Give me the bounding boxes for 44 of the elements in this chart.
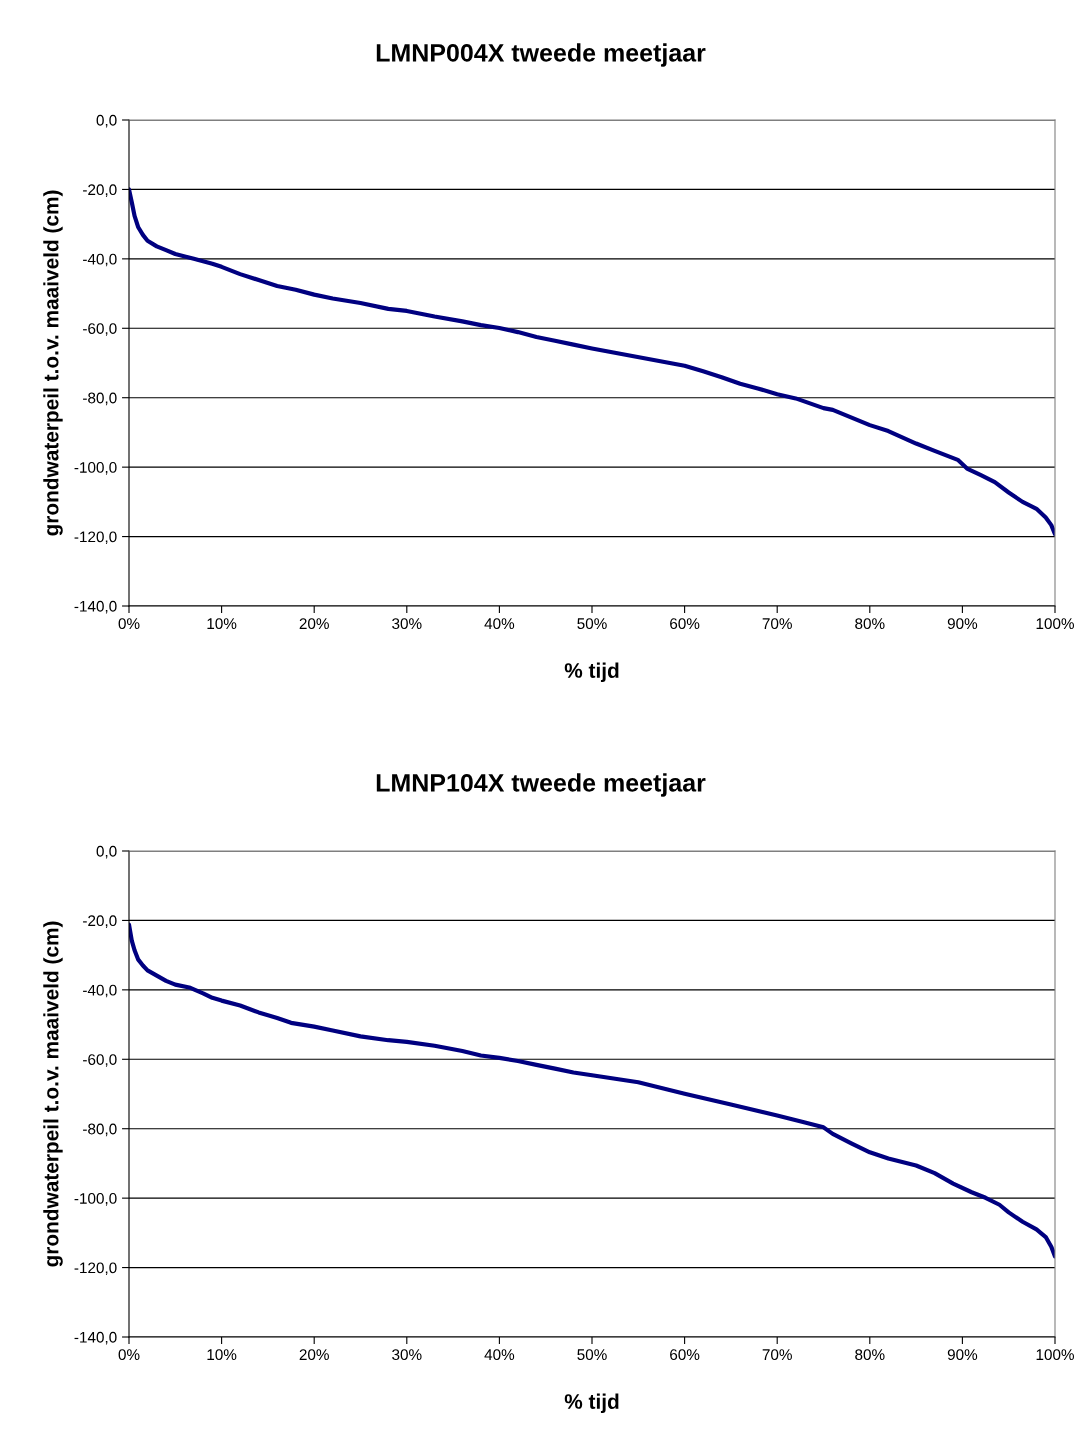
x-tick-label: 50% bbox=[577, 618, 607, 630]
x-tick-label: 10% bbox=[207, 1349, 237, 1361]
x-tick-label: 70% bbox=[762, 1349, 792, 1361]
y-tick-label: -40,0 bbox=[83, 253, 117, 267]
y-tick-label: -60,0 bbox=[83, 323, 117, 336]
x-tick-label: 90% bbox=[947, 618, 978, 630]
x-tick-label: 80% bbox=[855, 618, 885, 630]
x-tick-label: 90% bbox=[947, 1349, 978, 1361]
y-tick-label: -140,0 bbox=[74, 600, 117, 614]
x-tick-label: 20% bbox=[299, 1349, 329, 1361]
y-tick-label: -20,0 bbox=[83, 184, 117, 197]
chart-title: LMNP004X tweede meetjaar bbox=[376, 43, 706, 67]
x-tick-label: 30% bbox=[392, 618, 422, 630]
x-tick-label: 50% bbox=[577, 1349, 607, 1361]
y-tick-label: -100,0 bbox=[74, 1193, 117, 1206]
x-axis-title: % tijd bbox=[564, 1393, 619, 1414]
y-axis-title: grondwaterpeil t.o.v. maaiveld (cm) bbox=[43, 921, 63, 1267]
y-tick-label: -120,0 bbox=[74, 1262, 117, 1276]
x-tick-label: 0% bbox=[118, 618, 140, 630]
y-tick-label: -40,0 bbox=[83, 984, 117, 998]
y-tick-label: -80,0 bbox=[83, 1123, 117, 1137]
x-tick-label: 0% bbox=[118, 1349, 140, 1361]
y-tick-label: -80,0 bbox=[83, 392, 117, 406]
x-tick-label: 10% bbox=[207, 618, 237, 630]
x-axis-title: % tijd bbox=[564, 662, 619, 683]
y-tick-label: 0,0 bbox=[96, 114, 117, 128]
x-tick-label: 20% bbox=[299, 618, 329, 630]
chart-title: LMNP104X tweede meetjaar bbox=[376, 773, 706, 797]
x-tick-label: 40% bbox=[484, 1349, 515, 1361]
y-tick-label: -20,0 bbox=[83, 915, 117, 928]
y-tick-label: -120,0 bbox=[74, 531, 117, 545]
y-tick-label: -100,0 bbox=[74, 462, 117, 475]
y-tick-label: -140,0 bbox=[74, 1331, 117, 1345]
x-tick-label: 100% bbox=[1036, 1349, 1074, 1361]
x-tick-label: 60% bbox=[670, 1349, 700, 1361]
y-tick-label: -60,0 bbox=[83, 1054, 117, 1067]
x-tick-label: 30% bbox=[392, 1349, 422, 1361]
y-axis-title: grondwaterpeil t.o.v. maaiveld (cm) bbox=[43, 190, 63, 536]
x-tick-label: 40% bbox=[484, 618, 515, 630]
x-tick-label: 70% bbox=[762, 618, 792, 630]
y-tick-label: 0,0 bbox=[96, 845, 117, 859]
x-tick-label: 60% bbox=[670, 618, 700, 630]
x-tick-label: 100% bbox=[1036, 618, 1074, 630]
x-tick-label: 80% bbox=[855, 1349, 885, 1361]
